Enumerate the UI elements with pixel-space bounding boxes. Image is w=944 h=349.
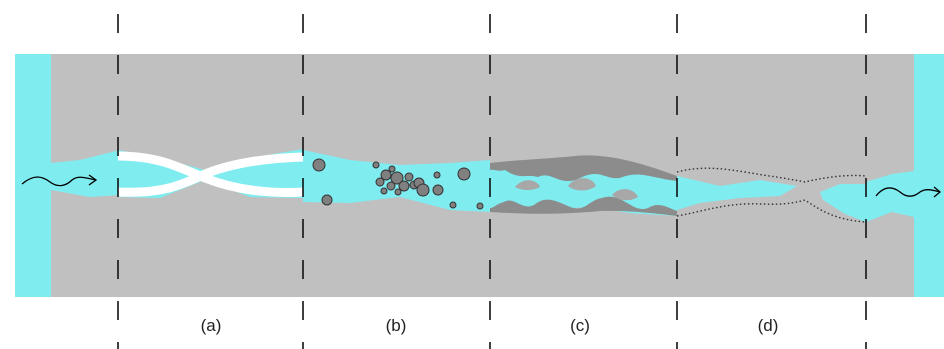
panel-label-c: (c) xyxy=(570,316,590,335)
outlet-reservoir xyxy=(914,54,944,297)
panel-label-a: (a) xyxy=(200,316,222,335)
dissolution-boundary-upper xyxy=(676,167,867,183)
section-dividers xyxy=(117,14,867,349)
deposits xyxy=(490,155,677,216)
panel-label-d: (d) xyxy=(757,316,779,335)
dissolution-boundary-lower xyxy=(676,199,867,223)
channel-inlet xyxy=(51,150,120,197)
white-bridge-lower xyxy=(117,152,304,197)
deposit-lenses xyxy=(515,178,638,201)
inlet-reservoir xyxy=(15,54,51,297)
outflow-arrow xyxy=(875,186,942,198)
panel-label-b: (b) xyxy=(385,316,407,335)
inflow-arrow xyxy=(21,174,98,187)
channel-outlet xyxy=(866,171,914,222)
channel-d-right xyxy=(820,184,866,222)
fine-particles xyxy=(312,158,484,210)
channel-d xyxy=(677,176,797,210)
